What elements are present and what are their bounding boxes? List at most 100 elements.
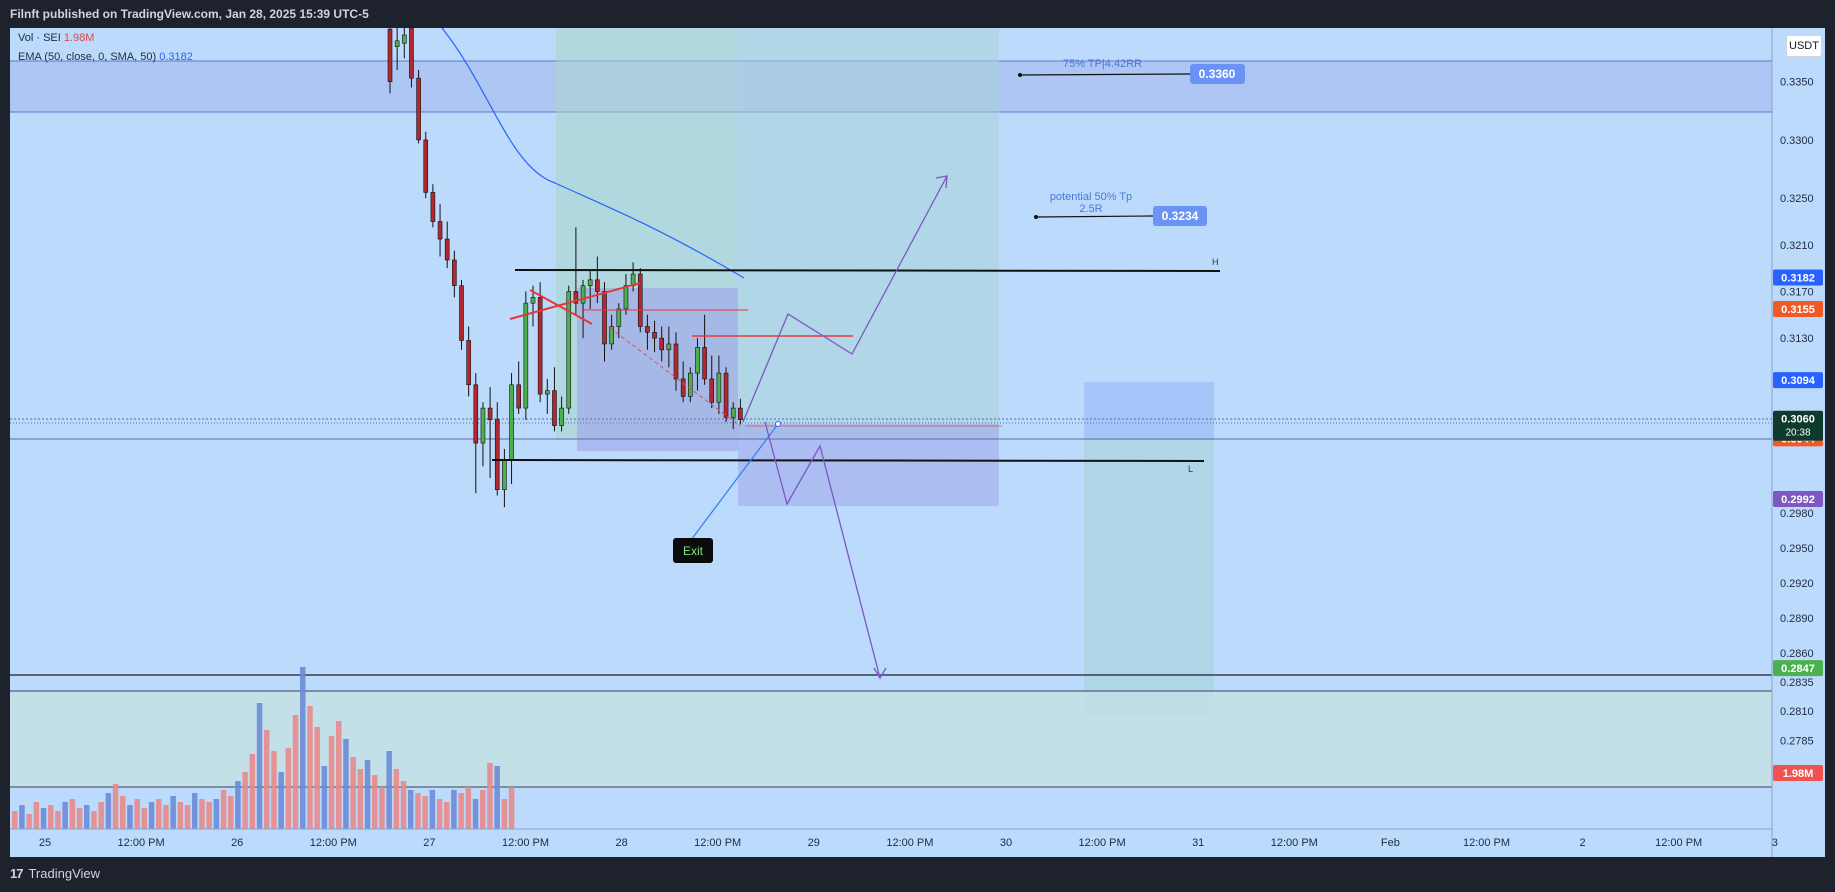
volume-bar bbox=[307, 706, 313, 829]
red-dashed bbox=[609, 327, 741, 427]
candle bbox=[494, 419, 500, 490]
price-badge: 0.3155 bbox=[1781, 304, 1815, 316]
candle bbox=[566, 291, 572, 409]
chart-area[interactable]: H L 75% TP|4.42RR 0.3360 potential 50% T… bbox=[10, 28, 1825, 857]
price-badge: 0.2992 bbox=[1781, 494, 1815, 506]
price-badge: 0.2847 bbox=[1781, 663, 1815, 675]
candle bbox=[709, 378, 715, 403]
tradingview-logo-text: TradingView bbox=[28, 866, 101, 881]
price-tick: 0.3350 bbox=[1780, 77, 1814, 89]
candle bbox=[723, 372, 729, 418]
volume-bar bbox=[242, 772, 248, 829]
volume-bar bbox=[350, 757, 356, 829]
candle bbox=[523, 302, 529, 409]
vol-legend-label: Vol · SEI bbox=[18, 32, 61, 44]
candle bbox=[730, 407, 736, 418]
volume-bar bbox=[393, 769, 400, 829]
price-chart[interactable]: H L 75% TP|4.42RR 0.3360 potential 50% T… bbox=[10, 28, 1825, 857]
tradingview-logo[interactable]: 17 TradingView bbox=[10, 866, 100, 881]
currency-button[interactable]: USDT bbox=[1786, 35, 1822, 57]
volume-bar bbox=[192, 793, 198, 829]
ema-legend: EMA (50, close, 0, SMA, 50) 0.3182 bbox=[18, 51, 193, 63]
price-badge-box bbox=[1773, 765, 1823, 782]
top-bar: Filnft published on TradingView.com, Jan… bbox=[0, 0, 1835, 28]
volume-layer bbox=[12, 667, 515, 829]
time-tick: 12:00 PM bbox=[886, 837, 933, 849]
ema-legend-value: 0.3182 bbox=[159, 51, 193, 63]
candle bbox=[652, 331, 657, 339]
volume-bar bbox=[321, 766, 328, 829]
volume-bar bbox=[120, 796, 126, 829]
candle bbox=[473, 384, 479, 444]
price-axis-badges: 0.31820.31550.30940.30590.30580.30440.29… bbox=[1773, 269, 1823, 782]
candle bbox=[602, 291, 607, 345]
candle bbox=[609, 326, 614, 345]
volume-bar bbox=[199, 799, 205, 829]
volume-bar bbox=[487, 763, 493, 829]
volume-bar bbox=[134, 799, 140, 829]
price-tick: 0.3210 bbox=[1780, 240, 1814, 252]
volume-bar bbox=[508, 787, 515, 829]
volume-bar bbox=[494, 766, 500, 829]
tp75-dot-icon bbox=[1018, 73, 1022, 77]
candle bbox=[587, 279, 593, 286]
volume-bar bbox=[278, 772, 284, 829]
price-tick: 0.2950 bbox=[1780, 543, 1814, 555]
volume-bar bbox=[235, 781, 241, 829]
volume-bar bbox=[472, 799, 479, 829]
tradingview-logo-icon: 17 bbox=[10, 866, 24, 881]
time-tick: 25 bbox=[39, 837, 51, 849]
volume-bar bbox=[422, 796, 428, 829]
volume-bar bbox=[400, 781, 407, 829]
candle bbox=[580, 285, 586, 304]
exit-label-box bbox=[673, 538, 713, 563]
tp50-price: 0.3234 bbox=[1162, 209, 1199, 223]
volume-bar bbox=[19, 805, 25, 829]
candle bbox=[452, 259, 457, 286]
volume-bar bbox=[264, 730, 270, 829]
volume-bar bbox=[127, 805, 133, 829]
volume-bar bbox=[271, 751, 277, 829]
candle bbox=[509, 384, 514, 461]
volume-bar bbox=[170, 796, 176, 829]
vol-legend: Vol · SEI 1.98M bbox=[18, 32, 94, 44]
volume-bar bbox=[343, 739, 349, 829]
volume-bar bbox=[249, 754, 256, 829]
volume-bar bbox=[69, 799, 76, 829]
bullish-arrow-icon bbox=[935, 175, 948, 189]
candle bbox=[695, 347, 700, 374]
time-tick: 26 bbox=[231, 837, 243, 849]
volume-bar bbox=[184, 805, 191, 829]
candle bbox=[444, 238, 450, 261]
price-tick: 0.2920 bbox=[1780, 578, 1814, 590]
volume-bar bbox=[364, 760, 371, 829]
price-tick: 0.2890 bbox=[1780, 613, 1814, 625]
target-zone-3 bbox=[1084, 440, 1214, 715]
tp75-price: 0.3360 bbox=[1199, 67, 1236, 81]
candle bbox=[394, 40, 400, 47]
vol-legend-value: 1.98M bbox=[63, 32, 95, 44]
red-trend-2 bbox=[509, 282, 641, 320]
candle bbox=[423, 139, 429, 193]
time-tick: 27 bbox=[423, 837, 435, 849]
bottom-bar: 17 TradingView bbox=[0, 857, 1835, 892]
volume-bar bbox=[300, 667, 306, 829]
bearish-projection bbox=[764, 421, 881, 679]
candle bbox=[559, 407, 564, 426]
time-tick: 3 bbox=[1772, 837, 1778, 849]
time-tick: 12:00 PM bbox=[1079, 837, 1126, 849]
volume-bar bbox=[105, 793, 112, 829]
volume-bar bbox=[148, 802, 155, 829]
stop-zone-2 bbox=[738, 424, 999, 506]
candle bbox=[687, 372, 693, 397]
candle bbox=[516, 384, 522, 409]
price-tick: 0.2785 bbox=[1780, 735, 1814, 747]
exit-point-icon bbox=[775, 421, 781, 427]
time-tick: 30 bbox=[1000, 837, 1012, 849]
price-badge-box bbox=[1773, 269, 1823, 286]
volume-bar bbox=[444, 802, 450, 829]
volume-bar bbox=[220, 790, 227, 829]
volume-bar bbox=[91, 811, 97, 829]
low-label: L bbox=[1188, 464, 1193, 474]
stop-zone-1 bbox=[577, 288, 738, 451]
